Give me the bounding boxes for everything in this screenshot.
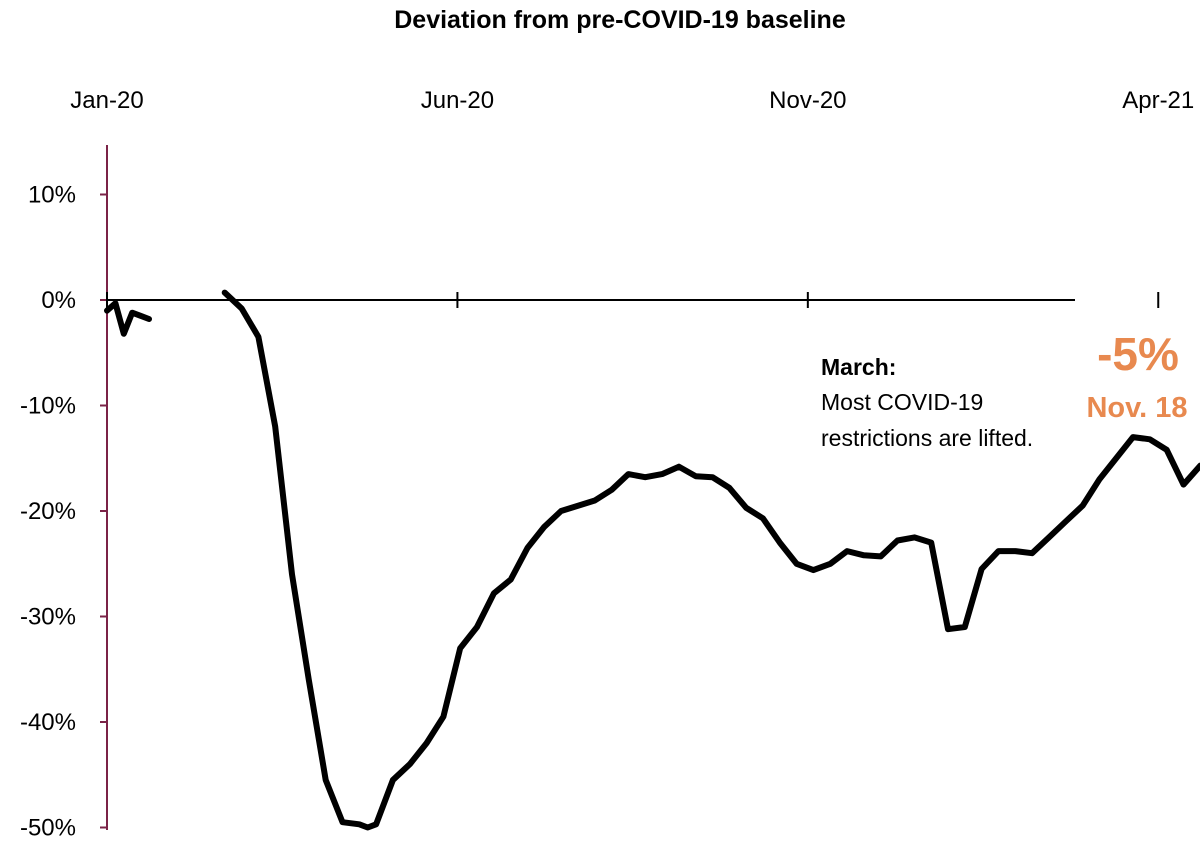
series-line-segment: [221, 289, 1200, 831]
x-tick-label: Jan-20: [70, 87, 143, 114]
y-tick-label: -40%: [20, 709, 76, 736]
series-line-segment: [104, 300, 152, 337]
y-tick-label: 10%: [28, 182, 76, 209]
x-tick-label: Apr-21: [1122, 87, 1194, 114]
y-tick-label: -10%: [20, 393, 76, 420]
last-value-label: -5%: [1097, 328, 1179, 380]
x-tick-label: Nov-20: [769, 87, 846, 114]
annotation-line2: restrictions are lifted.: [821, 425, 1033, 451]
y-tick-label: 0%: [41, 287, 76, 314]
chart-title: Deviation from pre-COVID-19 baseline: [394, 6, 846, 34]
annotation-line1: Most COVID-19: [821, 389, 983, 415]
y-tick-label: -30%: [20, 604, 76, 631]
y-tick-label: -50%: [20, 815, 76, 842]
y-tick-label: -20%: [20, 498, 76, 525]
x-tick-label: Jun-20: [421, 87, 494, 114]
last-value-date: Nov. 18: [1086, 392, 1187, 424]
annotation-title: March:: [821, 354, 896, 380]
